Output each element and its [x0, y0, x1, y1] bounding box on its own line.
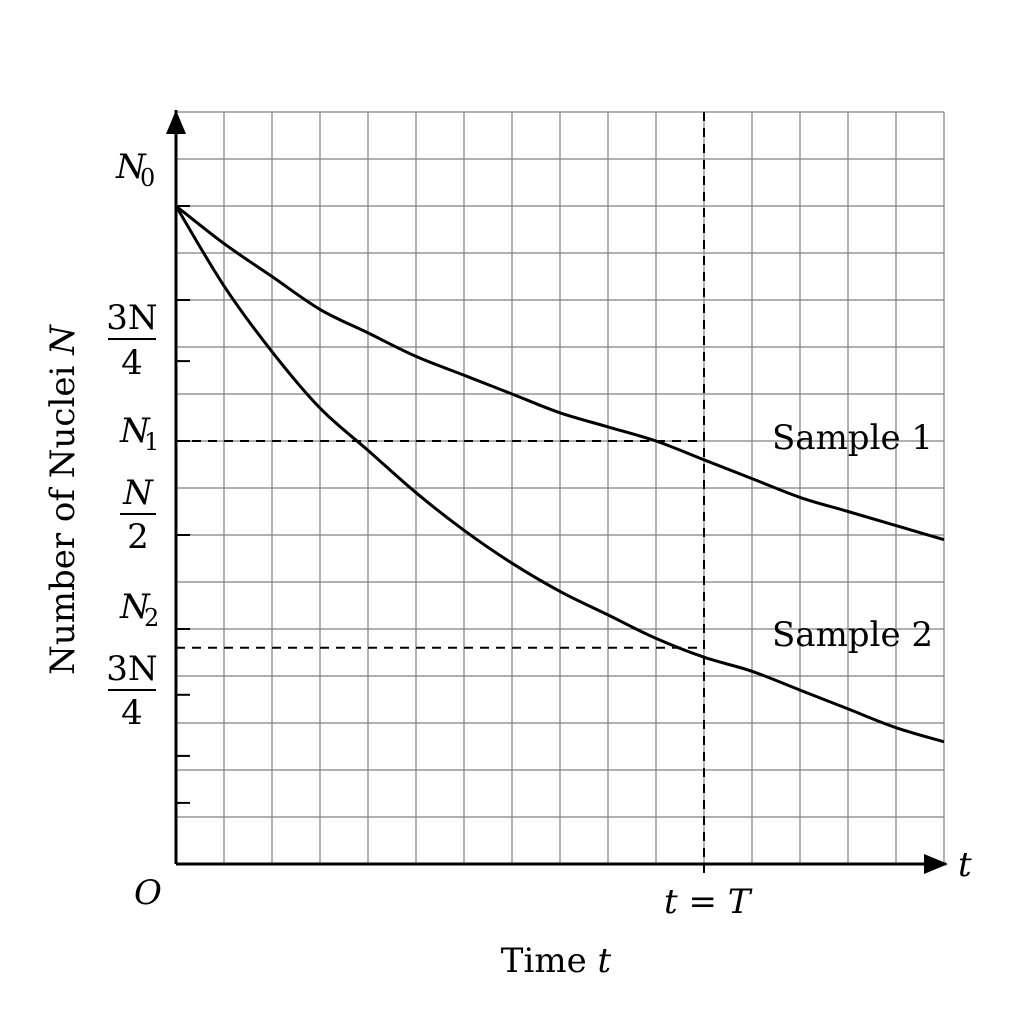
- origin-label: O: [134, 873, 162, 913]
- half-den: 2: [127, 517, 149, 557]
- x-axis-title: Time t: [501, 941, 612, 981]
- series-line-sample-1: [175, 204, 945, 542]
- x-axis-title-var: t: [598, 941, 612, 981]
- n1-main: N: [119, 411, 151, 451]
- marker-label: t = T: [664, 882, 753, 922]
- x-axis-title-text: Time: [501, 941, 587, 981]
- half-num: N: [122, 473, 154, 513]
- y-tick-label-n2: N 2: [119, 587, 159, 632]
- series-label-sample-1: Sample 1: [772, 418, 933, 458]
- n1-sub: 1: [144, 428, 159, 456]
- y-ticks: [176, 205, 190, 804]
- series-group: [174, 204, 945, 744]
- y-axis-title: Number of Nuclei N: [43, 324, 83, 675]
- axes: [166, 110, 948, 874]
- marker-label-eq: =: [678, 882, 728, 922]
- y-axis-arrow-icon: [166, 110, 186, 134]
- three-quarter-bottom-num: 3N: [106, 649, 157, 689]
- n2-main: N: [119, 587, 151, 627]
- series-label-sample-2: Sample 2: [772, 615, 933, 655]
- three-quarter-bottom-den: 4: [121, 693, 143, 733]
- marker-label-right: T: [728, 882, 753, 922]
- y-axis-title-text: Number of Nuclei: [43, 366, 83, 675]
- n2-sub: 2: [144, 604, 159, 632]
- three-quarter-top-num: 3N: [106, 298, 157, 338]
- y-axis-title-var: N: [43, 324, 83, 356]
- x-axis-arrow-icon: [924, 854, 948, 874]
- grid: [175, 111, 945, 865]
- series-line-sample-2: [174, 205, 945, 744]
- y-tick-label-three-quarter-top: 3N 4: [106, 298, 157, 383]
- y-tick-label-three-quarter-bottom: 3N 4: [106, 649, 157, 733]
- x-axis-arrow-label: t: [958, 845, 972, 885]
- n0-main: N: [115, 147, 147, 187]
- marker-label-left: t: [664, 882, 678, 922]
- y-tick-label-half: N 2: [120, 473, 156, 557]
- three-quarter-top-den: 4: [121, 343, 143, 383]
- n0-sub: 0: [140, 164, 155, 192]
- y-tick-label-n1: N 1: [119, 411, 159, 456]
- reference-lines: [176, 112, 705, 878]
- y-tick-label-n0: N 0: [115, 147, 155, 192]
